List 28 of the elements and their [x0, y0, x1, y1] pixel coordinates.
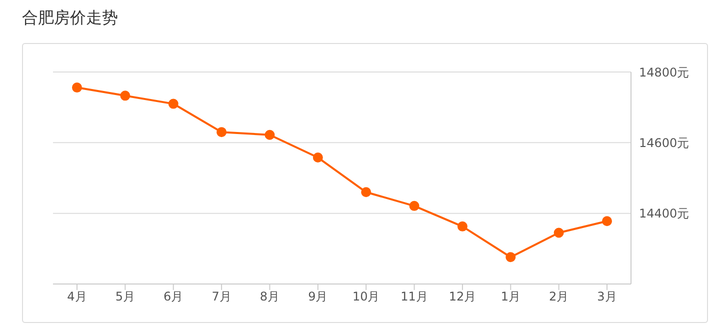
point: [506, 252, 516, 262]
point: [120, 90, 130, 101]
point: [216, 127, 227, 138]
x-tick-label: 8月: [260, 290, 280, 304]
point: [409, 200, 420, 211]
y-tick-label: 14400元: [639, 206, 690, 221]
x-tick-label: 6月: [164, 290, 184, 304]
x-tick-label: 3月: [597, 290, 617, 304]
x-tick-label: 12月: [448, 290, 476, 304]
point: [554, 228, 564, 238]
x-tick-label: 4月: [67, 290, 87, 304]
y-tick-label: 14800元: [639, 65, 690, 80]
chart-title: 合肥房价走势: [22, 8, 119, 29]
point: [457, 221, 468, 232]
x-tick-label: 9月: [308, 290, 328, 304]
y-tick-label: 14600元: [639, 136, 690, 150]
point: [168, 98, 178, 109]
point: [602, 216, 612, 226]
x-tick-label: 2月: [549, 290, 569, 304]
point: [361, 187, 372, 198]
x-tick-label: 5月: [115, 290, 135, 304]
x-tick-label: 11月: [400, 290, 428, 304]
x-tick-label: 7月: [212, 290, 232, 304]
x-tick-label: 10月: [352, 290, 380, 304]
point: [312, 152, 323, 163]
x-tick-label: 1月: [500, 290, 520, 304]
point: [264, 130, 275, 140]
point: [72, 82, 82, 93]
